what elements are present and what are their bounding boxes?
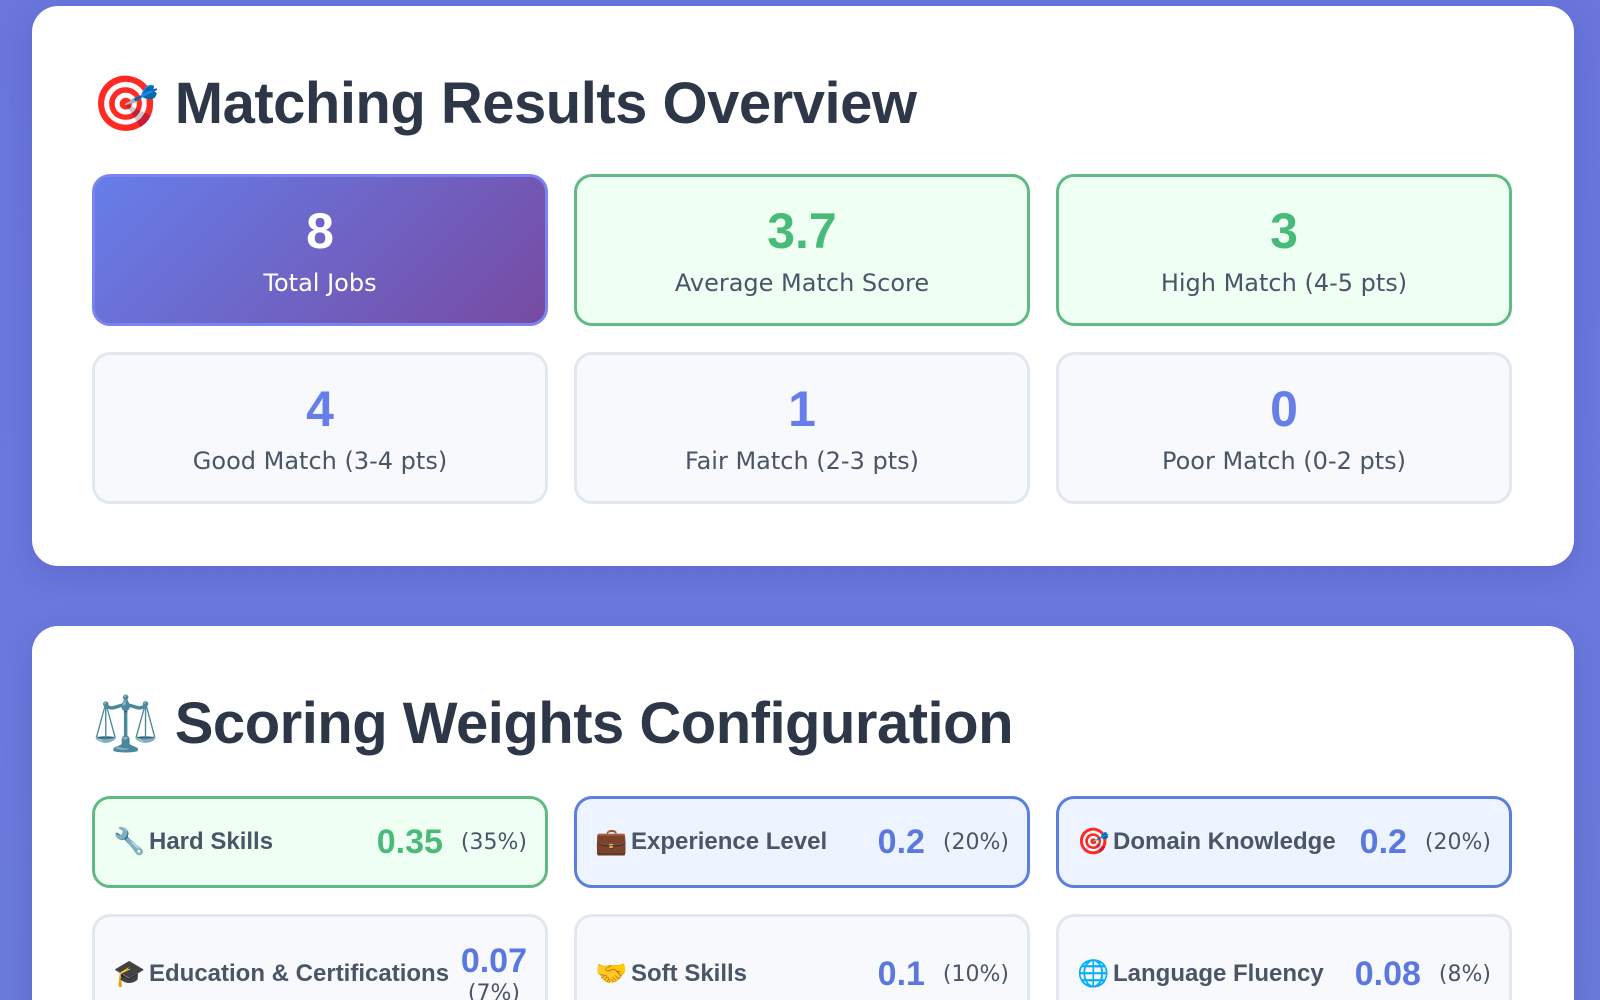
stat-value: 3.7 bbox=[767, 202, 837, 259]
stat-value: 3 bbox=[1270, 202, 1298, 259]
weight-card-experience-level: 💼 Experience Level 0.2 (20%) bbox=[574, 796, 1030, 888]
stat-label: Poor Match (0-2 pts) bbox=[1161, 446, 1407, 475]
weight-name: Hard Skills bbox=[149, 828, 274, 855]
weight-percent: (35%) bbox=[460, 829, 527, 855]
stat-value: 8 bbox=[306, 202, 334, 259]
weight-percent: (10%) bbox=[942, 961, 1009, 987]
weights-title-text: Scoring Weights Configuration bbox=[174, 691, 1014, 756]
weight-name: Soft Skills bbox=[631, 959, 748, 987]
weight-name: Domain Knowledge bbox=[1113, 828, 1336, 855]
weight-percent: (20%) bbox=[942, 829, 1009, 855]
weight-percent: (8%) bbox=[1438, 961, 1491, 987]
weight-percent: (20%) bbox=[1424, 829, 1491, 855]
stat-label: Total Jobs bbox=[263, 268, 377, 297]
scales-icon: ⚖️ bbox=[92, 693, 159, 754]
stat-value: 0 bbox=[1270, 380, 1298, 437]
weight-value: 0.2 bbox=[877, 822, 925, 861]
weight-card-domain-knowledge: 🎯 Domain Knowledge 0.2 (20%) bbox=[1056, 796, 1512, 888]
weight-value: 0.1 bbox=[877, 954, 925, 993]
stats-grid: 8 Total Jobs 3.7 Average Match Score 3 H… bbox=[92, 174, 1512, 504]
weight-card-soft-skills: 🤝 Soft Skills 0.1 (10%) bbox=[574, 914, 1030, 1000]
overview-title-text: Matching Results Overview bbox=[174, 71, 917, 136]
stat-label: Fair Match (2-3 pts) bbox=[684, 446, 920, 475]
stat-label: High Match (4-5 pts) bbox=[1160, 268, 1408, 297]
overview-title: 🎯 Matching Results Overview bbox=[92, 70, 917, 137]
weight-value: 0.08 bbox=[1354, 954, 1421, 993]
stat-value: 1 bbox=[788, 380, 816, 437]
globe-icon: 🌐 bbox=[1077, 959, 1110, 989]
weight-name: Education & Certifications bbox=[149, 959, 450, 987]
weight-value: 0.2 bbox=[1359, 822, 1407, 861]
target-icon: 🎯 bbox=[1077, 827, 1110, 857]
wrench-icon: 🔧 bbox=[113, 827, 146, 857]
weight-value: 0.07 bbox=[460, 942, 527, 980]
graduation-cap-icon: 🎓 bbox=[113, 959, 146, 989]
weights-grid: 🔧 Hard Skills 0.35 (35%) 💼 Experience Le… bbox=[92, 796, 1512, 1000]
stat-card-good-match: 4 Good Match (3-4 pts) bbox=[92, 352, 548, 504]
stat-card-fair-match: 1 Fair Match (2-3 pts) bbox=[574, 352, 1030, 504]
stat-card-poor-match: 0 Poor Match (0-2 pts) bbox=[1056, 352, 1512, 504]
scoring-weights-panel: ⚖️ Scoring Weights Configuration 🔧 Hard … bbox=[32, 626, 1574, 1000]
stat-card-total-jobs: 8 Total Jobs bbox=[92, 174, 548, 326]
stat-value: 4 bbox=[306, 380, 334, 437]
weight-name: Language Fluency bbox=[1113, 959, 1324, 987]
stat-card-average-score: 3.7 Average Match Score bbox=[574, 174, 1030, 326]
target-icon: 🎯 bbox=[92, 73, 159, 134]
weights-title: ⚖️ Scoring Weights Configuration bbox=[92, 690, 1014, 757]
weight-card-hard-skills: 🔧 Hard Skills 0.35 (35%) bbox=[92, 796, 548, 888]
weight-card-education: 🎓 Education & Certifications 0.07 (7%) bbox=[92, 914, 548, 1000]
weight-card-language-fluency: 🌐 Language Fluency 0.08 (8%) bbox=[1056, 914, 1512, 1000]
weight-percent: (7%) bbox=[467, 981, 520, 1000]
handshake-icon: 🤝 bbox=[595, 959, 628, 989]
stat-label: Average Match Score bbox=[674, 268, 930, 297]
weight-name: Experience Level bbox=[631, 828, 828, 855]
weight-value: 0.35 bbox=[376, 822, 443, 861]
matching-overview-panel: 🎯 Matching Results Overview 8 Total Jobs… bbox=[32, 6, 1574, 566]
briefcase-icon: 💼 bbox=[595, 827, 628, 857]
weight-value-stack: 0.07 (7%) bbox=[461, 942, 527, 1000]
stat-label: Good Match (3-4 pts) bbox=[192, 446, 448, 475]
stat-card-high-match: 3 High Match (4-5 pts) bbox=[1056, 174, 1512, 326]
